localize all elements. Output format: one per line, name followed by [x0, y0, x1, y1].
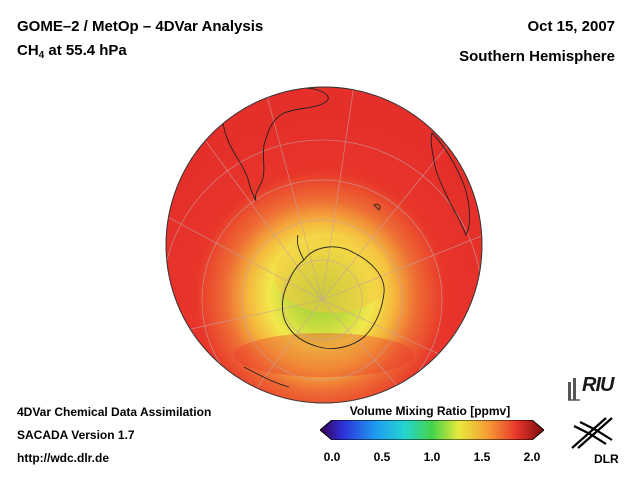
colorbar-tick-label: 2.0: [523, 450, 541, 464]
species-name: CH: [17, 42, 39, 59]
colorbar-tick-label: 1.0: [423, 450, 441, 464]
graticule: [166, 87, 482, 403]
analysis-date: Oct 15, 2007: [527, 18, 615, 35]
colorbar-tick-label: 1.5: [473, 450, 491, 464]
riu-logo: [568, 378, 580, 401]
colorbar-tick-label: 0.0: [323, 450, 341, 464]
colorbar-tick-label: 0.5: [373, 450, 391, 464]
footer-line-2: SACADA Version 1.7: [17, 428, 135, 442]
hemisphere-label: Southern Hemisphere: [459, 48, 615, 65]
colorbar-scale: [320, 420, 544, 440]
footer-url: http://wdc.dlr.de: [17, 451, 109, 465]
riu-logo-text: RIU: [582, 374, 614, 396]
pressure-level: at 55.4 hPa: [44, 42, 127, 59]
species-subscript: 4: [38, 50, 45, 61]
dlr-logo: [571, 417, 613, 449]
colorbar: [320, 420, 544, 440]
dlr-logo-text: DLR: [594, 452, 619, 466]
globe-outline: [165, 86, 483, 404]
coastlines: [221, 87, 471, 388]
map-title: GOME–2 / MetOp – 4DVar Analysis: [17, 18, 264, 35]
southern-hemisphere-globe: [165, 86, 483, 404]
species-level-label: CH4 at 55.4 hPa: [17, 42, 127, 65]
colorbar-title: Volume Mixing Ratio [ppmv]: [349, 404, 511, 418]
footer-line-1: 4DVar Chemical Data Assimilation: [17, 405, 212, 419]
